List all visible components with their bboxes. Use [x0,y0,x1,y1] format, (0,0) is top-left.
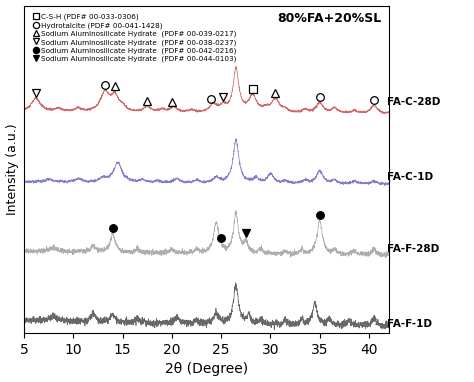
Legend: C-S-H (PDF# 00-033-0306), Hydrotalcite (PDF# 00-041-1428), Sodium Aluminosilicat: C-S-H (PDF# 00-033-0306), Hydrotalcite (… [31,13,238,64]
X-axis label: 2θ (Degree): 2θ (Degree) [165,363,248,376]
Text: FA-C-28D: FA-C-28D [387,97,440,107]
Text: 80%FA+20%SL: 80%FA+20%SL [277,12,382,25]
Text: FA-F-28D: FA-F-28D [387,244,439,254]
Y-axis label: Intensity (a.u.): Intensity (a.u.) [6,123,18,215]
Text: FA-C-1D: FA-C-1D [387,172,433,182]
Text: FA-F-1D: FA-F-1D [387,319,432,329]
